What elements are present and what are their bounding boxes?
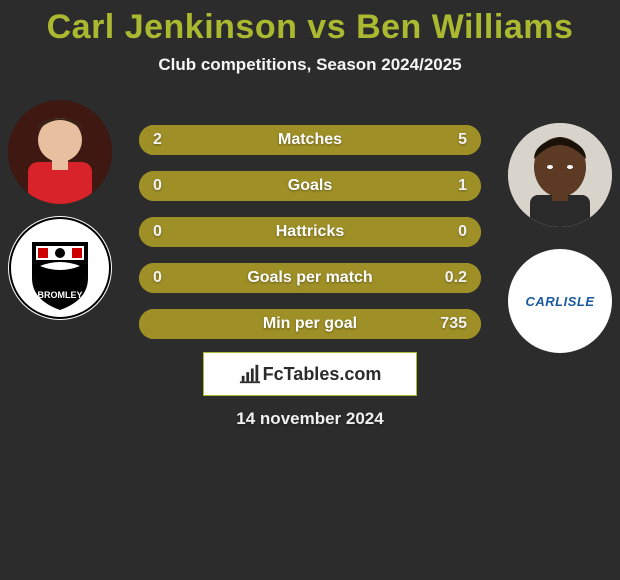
date-text: 14 november 2024 bbox=[236, 409, 383, 429]
carlisle-badge-icon: CARLISLE bbox=[518, 288, 602, 314]
stat-right-value: 0.2 bbox=[445, 269, 467, 287]
stat-fill-right bbox=[235, 125, 481, 155]
bromley-badge-icon: BROMLEY bbox=[8, 216, 112, 320]
left-club-badge: BROMLEY bbox=[8, 216, 112, 320]
stat-right-value: 1 bbox=[458, 177, 467, 195]
carlisle-badge-text: CARLISLE bbox=[526, 294, 595, 309]
stat-left-value: 0 bbox=[153, 269, 162, 287]
stat-left-value: 2 bbox=[153, 131, 162, 149]
stat-label: Goals bbox=[288, 177, 332, 195]
stats-list: 2 Matches 5 0 Goals 1 0 Hattricks 0 0 Go… bbox=[139, 125, 481, 355]
stat-row-min-per-goal: Min per goal 735 bbox=[139, 309, 481, 339]
stat-label: Hattricks bbox=[276, 223, 344, 241]
right-club-badge: CARLISLE bbox=[508, 249, 612, 353]
stat-row-matches: 2 Matches 5 bbox=[139, 125, 481, 155]
comparison-card: Carl Jenkinson vs Ben Williams Club comp… bbox=[0, 0, 620, 580]
stat-row-hattricks: 0 Hattricks 0 bbox=[139, 217, 481, 247]
stat-right-value: 735 bbox=[440, 315, 467, 333]
stat-row-goals: 0 Goals 1 bbox=[139, 171, 481, 201]
branding-box: FcTables.com bbox=[203, 352, 417, 396]
branding-text: FcTables.com bbox=[263, 364, 382, 385]
player2-portrait-icon bbox=[508, 123, 612, 227]
subtitle: Club competitions, Season 2024/2025 bbox=[0, 55, 620, 75]
stat-right-value: 0 bbox=[458, 223, 467, 241]
svg-text:BROMLEY: BROMLEY bbox=[38, 290, 83, 300]
right-avatars: CARLISLE bbox=[508, 123, 612, 375]
left-avatars: BROMLEY bbox=[8, 100, 112, 332]
stat-left-value: 0 bbox=[153, 177, 162, 195]
stat-row-goals-per-match: 0 Goals per match 0.2 bbox=[139, 263, 481, 293]
stat-label: Matches bbox=[278, 131, 342, 149]
stat-label: Goals per match bbox=[247, 269, 372, 287]
stat-label: Min per goal bbox=[263, 315, 357, 333]
stat-right-value: 5 bbox=[458, 131, 467, 149]
player2-avatar bbox=[508, 123, 612, 227]
player1-portrait-icon bbox=[8, 100, 112, 204]
bar-chart-icon bbox=[239, 363, 261, 385]
player1-avatar bbox=[8, 100, 112, 204]
stat-left-value: 0 bbox=[153, 223, 162, 241]
page-title: Carl Jenkinson vs Ben Williams bbox=[0, 0, 620, 47]
